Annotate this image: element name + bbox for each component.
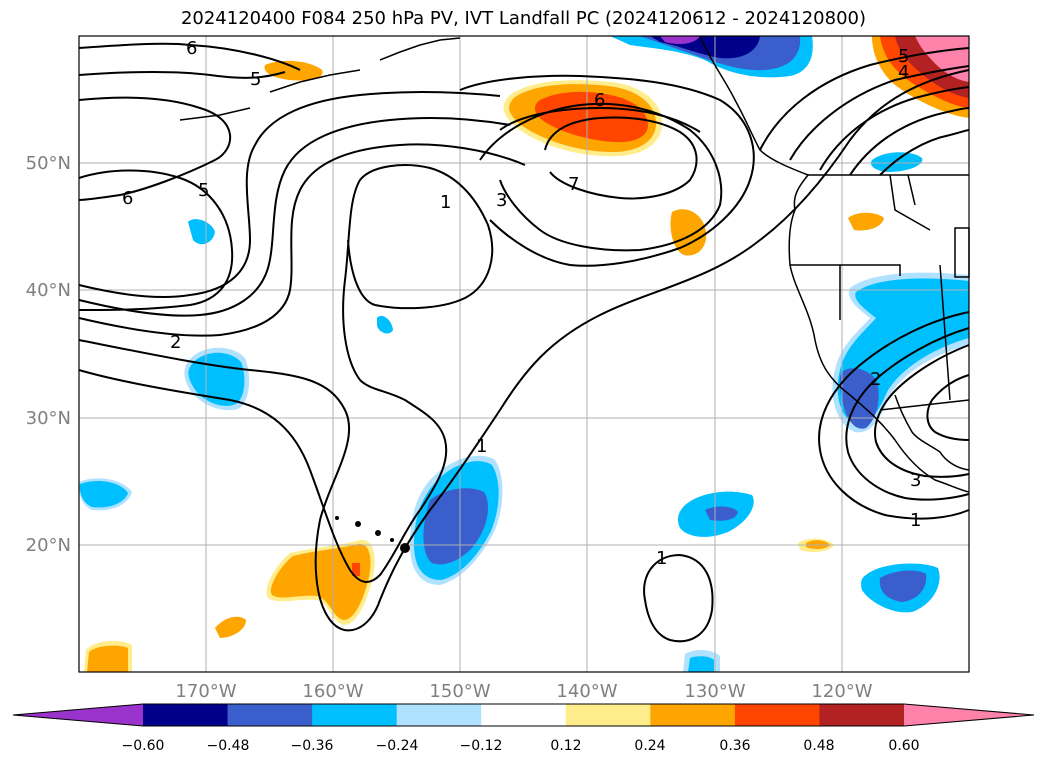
contour-label: 7 [568, 174, 579, 195]
lon-label: 160°W [302, 681, 363, 702]
contour-label: 6 [122, 188, 133, 209]
colorbar-segment [734, 704, 820, 726]
graticule-lines [79, 36, 969, 672]
contour-label: 5 [898, 46, 909, 67]
latitude-labels: 50°N 40°N 30°N 20°N [26, 153, 71, 556]
colorbar-segment [227, 704, 313, 726]
colorbar-outline [12, 703, 1035, 727]
colorbar-tick-label: 0.24 [634, 738, 665, 754]
colorbar-extend-left [13, 704, 143, 726]
contour-label: 5 [198, 180, 209, 201]
contour-label: 1 [476, 436, 487, 457]
contour-label: 3 [496, 190, 507, 211]
colorbar-segment [481, 704, 567, 726]
contour-label: 6 [594, 90, 605, 111]
lon-label: 150°W [429, 681, 490, 702]
colorbar-segment [650, 704, 736, 726]
colorbar-segment [143, 704, 229, 726]
colorbar-segment [312, 704, 398, 726]
colorbar-tick-label: 0.48 [803, 738, 834, 754]
lat-label: 30°N [26, 408, 71, 429]
map-frame [78, 35, 970, 673]
coastlines [179, 35, 970, 493]
lon-label: 120°W [811, 681, 872, 702]
colorbar: −0.60 −0.48 −0.36 −0.24 −0.12 0.12 0.24 … [12, 703, 1035, 754]
colorbar-tick-label: −0.24 [376, 738, 419, 754]
lat-label: 40°N [26, 280, 71, 301]
contour-label: 6 [186, 38, 197, 59]
map-title: 2024120400 F084 250 hPa PV, IVT Landfall… [180, 8, 867, 29]
lon-label: 140°W [556, 681, 617, 702]
colorbar-segment [396, 704, 482, 726]
colorbar-tick-labels: −0.60 −0.48 −0.36 −0.24 −0.12 0.12 0.24 … [122, 738, 920, 754]
colorbar-segment [565, 704, 651, 726]
lon-label: 130°W [684, 681, 745, 702]
filled-pv-anomaly-layer [78, 36, 969, 672]
contour-label: 5 [250, 69, 261, 90]
contour-label: 2 [870, 369, 881, 390]
colorbar-tick-label: −0.12 [460, 738, 503, 754]
lon-label: 170°W [175, 681, 236, 702]
lat-label: 20°N [26, 535, 71, 556]
contour-label: 3 [910, 470, 921, 491]
contour-label: 4 [898, 62, 909, 83]
contour-label: 1 [440, 192, 451, 213]
colorbar-segment [819, 704, 905, 726]
colorbar-tick-label: −0.48 [207, 738, 250, 754]
colorbar-extend-right [904, 704, 1034, 726]
colorbar-tick-label: −0.36 [291, 738, 334, 754]
contour-label: 2 [170, 332, 181, 353]
colorbar-tick-label: 0.36 [719, 738, 750, 754]
lat-label: 50°N [26, 153, 71, 174]
colorbar-tick-label: 0.12 [550, 738, 581, 754]
contour-labels: 6 5 6 5 2 1 3 7 6 5 4 1 1 2 3 1 [122, 38, 921, 569]
colorbar-tick-label: −0.60 [122, 738, 165, 754]
contour-label: 1 [910, 510, 921, 531]
longitude-labels: 170°W 160°W 150°W 140°W 130°W 120°W [175, 681, 872, 702]
pv-contours [78, 42, 970, 643]
colorbar-tick-label: 0.60 [888, 738, 919, 754]
contour-label: 1 [656, 548, 667, 569]
